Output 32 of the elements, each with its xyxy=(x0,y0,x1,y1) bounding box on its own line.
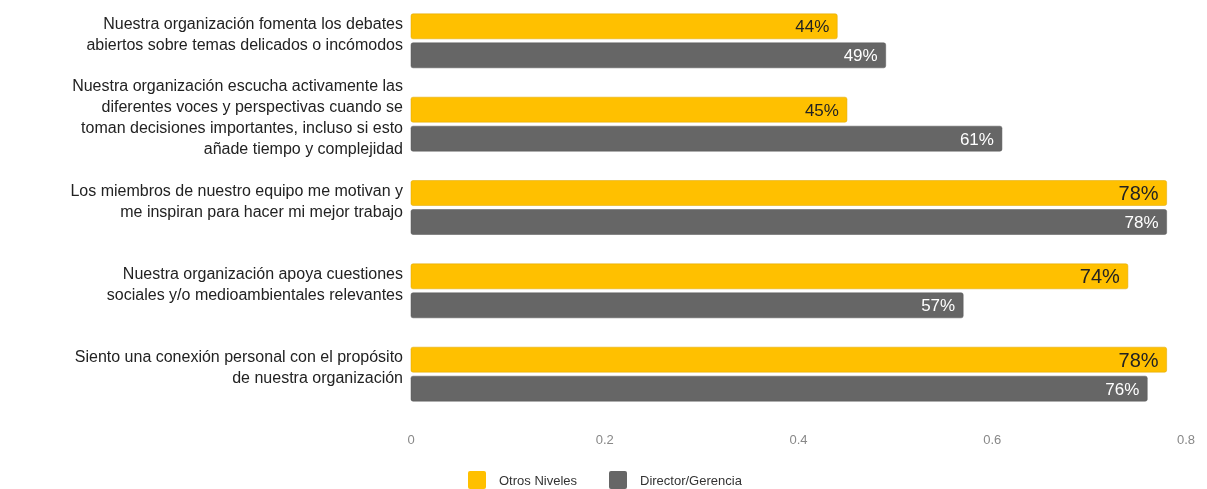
x-tick-label: 0 xyxy=(407,432,415,447)
data-label: 78% xyxy=(1118,182,1159,204)
bar xyxy=(410,180,1167,206)
bar xyxy=(410,292,964,319)
x-tick-label: 0.4 xyxy=(789,432,808,447)
data-label: 78% xyxy=(1118,348,1159,371)
bar xyxy=(410,125,1003,152)
x-tick-label: 0.8 xyxy=(1176,432,1196,447)
y-tick-label: Los miembros de nuestro equipo me motivan y me inspiran para hacer mi mejor trabajo xyxy=(70,181,404,220)
data-label: 61% xyxy=(959,129,994,149)
bar xyxy=(410,346,1167,373)
data-label: 45% xyxy=(804,100,839,120)
data-label: 49% xyxy=(843,46,878,66)
data-label: 44% xyxy=(795,17,830,37)
data-label: 57% xyxy=(921,296,956,316)
legend-label: Director/Gerencia xyxy=(640,472,743,488)
x-tick-label: 0.2 xyxy=(595,432,614,447)
y-tick-label: Siento una conexión personal con el propósito de nuestra organización xyxy=(74,348,404,387)
y-tick-label: Nuestra organización escucha activamente las diferentes voces y perspectivas cuando se toman decisiones importantes, incluso si esto añade tiempo y complejidad xyxy=(72,77,404,158)
bar xyxy=(410,42,886,69)
legend-label: Otros Niveles xyxy=(499,472,578,488)
data-label: 78% xyxy=(1124,212,1159,232)
x-tick-label: 0.6 xyxy=(983,432,1002,447)
bar xyxy=(410,209,1167,235)
y-tick-label: Nuestra organización fomenta los debates abiertos sobre temas delicados o incómodos xyxy=(86,14,403,53)
bar xyxy=(410,375,1148,402)
bar xyxy=(410,13,838,40)
data-label: 76% xyxy=(1105,379,1140,399)
y-tick-label: Nuestra organización apoya cuestiones sociales y/o medioambientales relevantes xyxy=(106,264,403,303)
bar xyxy=(410,96,848,123)
bar xyxy=(410,263,1129,290)
data-label: 74% xyxy=(1079,265,1121,288)
